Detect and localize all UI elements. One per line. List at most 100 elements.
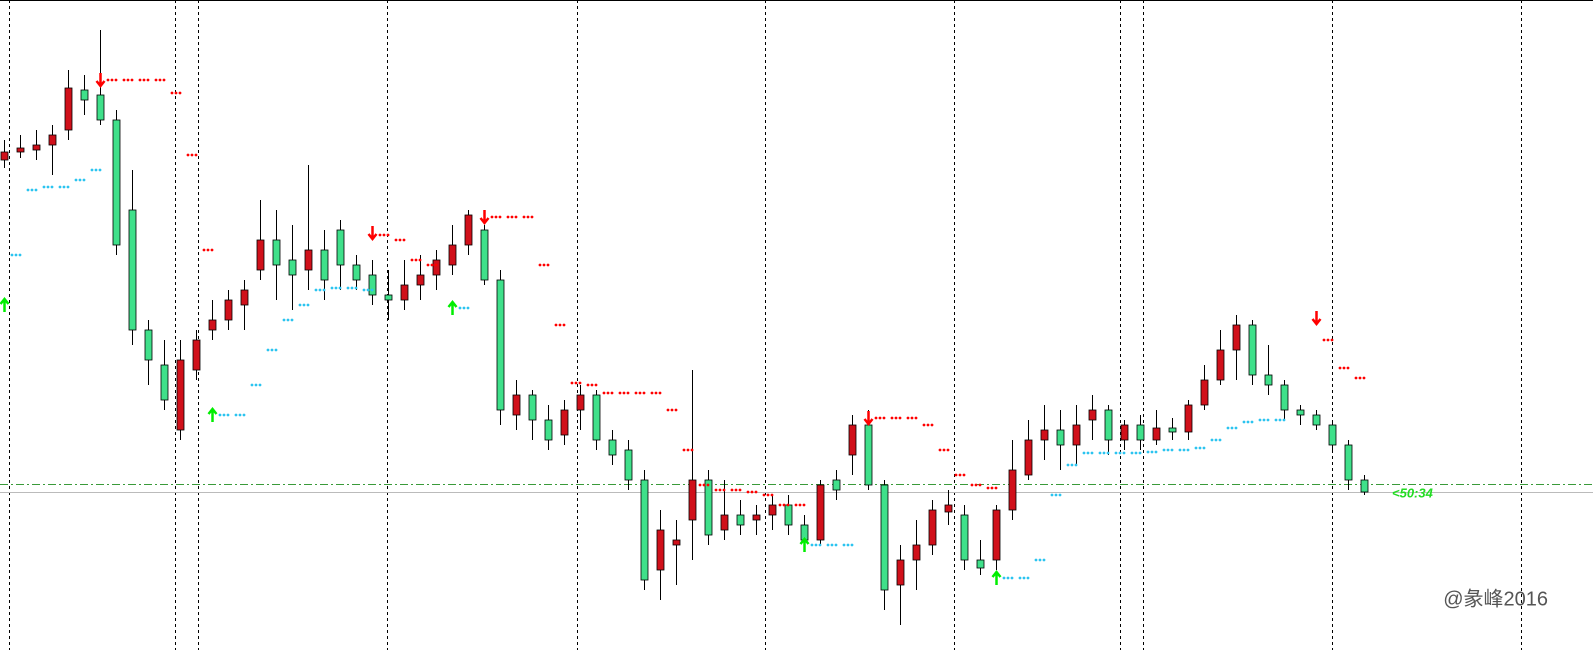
indicator-dot: [770, 493, 774, 497]
candle-body: [0, 151, 9, 161]
indicator-dot: [1210, 438, 1214, 442]
candle-body: [944, 504, 953, 513]
indicator-dot: [386, 233, 390, 237]
indicator-dot: [190, 153, 194, 157]
candle-body: [496, 279, 505, 411]
indicator-dot: [234, 413, 238, 417]
indicator-dot: [26, 188, 30, 192]
candle-body: [1200, 379, 1209, 406]
indicator-dot: [78, 178, 82, 182]
candle-body: [1040, 429, 1049, 441]
indicator-dot: [798, 503, 802, 507]
candle-body: [1120, 424, 1129, 441]
indicator-dot: [1234, 426, 1238, 430]
indicator-dot: [994, 486, 998, 490]
indicator-dot: [554, 323, 558, 327]
indicator-dot: [306, 303, 310, 307]
indicator-dot: [958, 473, 962, 477]
signal-arrow: [367, 226, 378, 242]
indicator-dot: [946, 448, 950, 452]
indicator-dot: [1138, 451, 1142, 455]
indicator-dot: [1054, 493, 1058, 497]
indicator-dot: [734, 488, 738, 492]
indicator-dot: [850, 543, 854, 547]
indicator-dot: [286, 318, 290, 322]
signal-arrow: [1311, 311, 1322, 327]
indicator-dot: [130, 78, 134, 82]
indicator-dot: [1242, 420, 1246, 424]
indicator-dot: [174, 91, 178, 95]
indicator-dot: [1038, 558, 1042, 562]
indicator-dot: [210, 248, 214, 252]
signal-arrow: [799, 536, 810, 552]
indicator-dot: [266, 348, 270, 352]
indicator-dot: [94, 168, 98, 172]
indicator-dot: [586, 383, 590, 387]
signal-arrow: [95, 73, 106, 89]
candle-body: [448, 244, 457, 266]
candle-body: [1216, 349, 1225, 381]
candle-body: [1088, 409, 1097, 421]
indicator-dot: [1058, 493, 1062, 497]
indicator-dot: [1034, 558, 1038, 562]
candle-body: [640, 479, 649, 581]
indicator-dot: [1342, 366, 1346, 370]
indicator-dot: [1322, 338, 1326, 342]
indicator-dot: [58, 185, 62, 189]
indicator-dot: [574, 381, 578, 385]
indicator-dot: [1106, 451, 1110, 455]
indicator-dot: [1070, 463, 1074, 467]
indicator-dot: [1182, 448, 1186, 452]
candle-body: [656, 529, 665, 571]
candle-body: [208, 319, 217, 331]
indicator-dot: [1218, 438, 1222, 442]
indicator-dot: [154, 78, 158, 82]
indicator-dot: [218, 413, 222, 417]
candle-body: [928, 509, 937, 546]
indicator-dot: [894, 416, 898, 420]
candle-body: [352, 264, 361, 281]
candle-body: [288, 259, 297, 276]
indicator-dot: [1194, 446, 1198, 450]
candle-body: [64, 87, 73, 131]
indicator-dot: [1082, 451, 1086, 455]
indicator-dot: [206, 248, 210, 252]
indicator-dot: [738, 488, 742, 492]
indicator-dot: [926, 423, 930, 427]
indicator-dot: [570, 381, 574, 385]
indicator-dot: [142, 78, 146, 82]
indicator-dot: [1146, 450, 1150, 454]
indicator-dot: [698, 483, 702, 487]
indicator-dot: [514, 215, 518, 219]
indicator-dot: [1018, 576, 1022, 580]
indicator-dot: [1358, 376, 1362, 380]
candle-body: [336, 229, 345, 266]
candle-body: [768, 504, 777, 516]
indicator-dot: [1130, 451, 1134, 455]
indicator-dot: [34, 188, 38, 192]
indicator-dot: [654, 391, 658, 395]
indicator-dot: [1002, 576, 1006, 580]
indicator-dot: [1266, 418, 1270, 422]
indicator-dot: [346, 286, 350, 290]
candle-body: [80, 89, 89, 101]
candle-body: [256, 239, 265, 271]
indicator-dot: [1178, 448, 1182, 452]
indicator-dot: [178, 91, 182, 95]
indicator-dot: [606, 391, 610, 395]
indicator-dot: [110, 78, 114, 82]
candle-body: [512, 394, 521, 416]
indicator-dot: [718, 488, 722, 492]
indicator-dot: [314, 288, 318, 292]
candle-body: [1168, 427, 1177, 433]
indicator-dot: [282, 318, 286, 322]
indicator-dot: [1230, 426, 1234, 430]
indicator-dot: [802, 503, 806, 507]
candle-body: [880, 484, 889, 591]
indicator-dot: [842, 543, 846, 547]
indicator-dot: [1326, 338, 1330, 342]
indicator-dot: [1162, 448, 1166, 452]
indicator-dot: [990, 486, 994, 490]
indicator-dot: [1154, 450, 1158, 454]
indicator-dot: [1122, 451, 1126, 455]
